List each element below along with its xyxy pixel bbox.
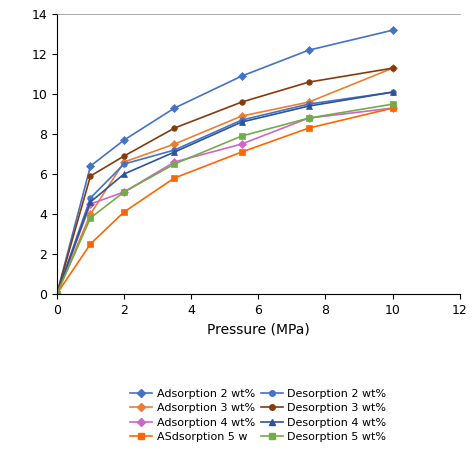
X-axis label: Pressure (MPa): Pressure (MPa)	[207, 322, 310, 336]
Legend: Adsorption 2 wt%, Adsorption 3 wt%, Adsorption 4 wt%, ASdsorption 5 w, Desorptio: Adsorption 2 wt%, Adsorption 3 wt%, Adso…	[130, 389, 386, 442]
